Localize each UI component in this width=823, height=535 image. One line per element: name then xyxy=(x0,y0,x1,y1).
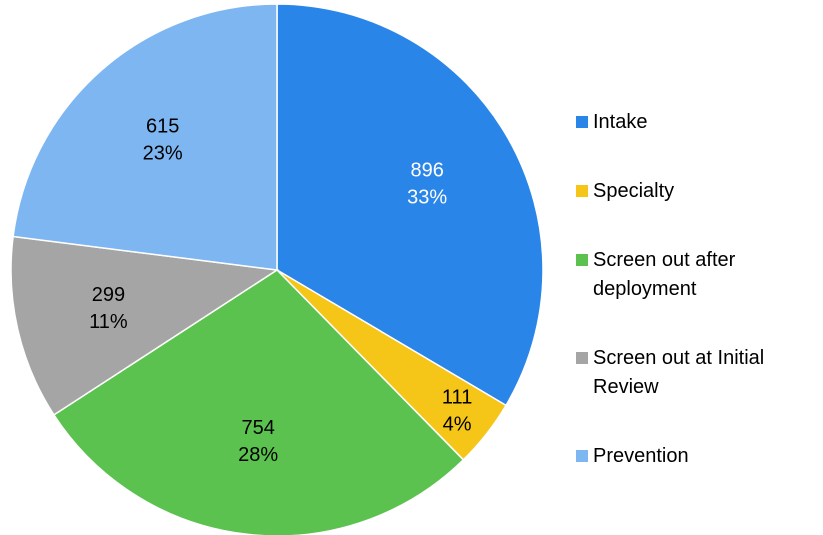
percent-label: 33% xyxy=(407,187,447,209)
pie-slice xyxy=(276,3,544,407)
legend-item: Intake xyxy=(576,108,816,137)
pie-slice xyxy=(10,235,280,416)
percent-label: 4% xyxy=(443,413,472,435)
data-label: 896 xyxy=(410,160,443,182)
legend-label: Screen out at Initial Review xyxy=(593,347,765,398)
legend-label: Screen out after deployment xyxy=(593,249,736,300)
percent-label: 11% xyxy=(89,311,128,333)
data-label: 111 xyxy=(442,386,472,408)
legend-swatch xyxy=(576,185,588,197)
pie-slice xyxy=(52,269,465,535)
pie-slice xyxy=(12,3,278,271)
data-label: 754 xyxy=(241,417,274,439)
legend-swatch xyxy=(576,352,588,364)
legend-swatch xyxy=(576,450,588,462)
legend-swatch xyxy=(576,254,588,266)
legend-item: Screen out after deployment xyxy=(576,246,816,304)
percent-label: 23% xyxy=(143,143,183,165)
legend-item: Screen out at Initial Review xyxy=(576,344,816,402)
legend-item: Specialty xyxy=(576,177,816,206)
legend-label: Specialty xyxy=(593,180,675,202)
legend-swatch xyxy=(576,116,588,128)
pie: 896 33% 111 4% 754 28% 299 11% 615 23% xyxy=(10,3,544,535)
legend: Intake Specialty Screen out after deployme… xyxy=(576,108,816,511)
legend-item: Prevention xyxy=(576,442,816,471)
data-label: 299 xyxy=(92,284,125,306)
legend-label: Intake xyxy=(593,111,648,133)
legend-label: Prevention xyxy=(593,445,689,467)
percent-label: 28% xyxy=(238,444,278,466)
data-label: 615 xyxy=(146,116,179,138)
